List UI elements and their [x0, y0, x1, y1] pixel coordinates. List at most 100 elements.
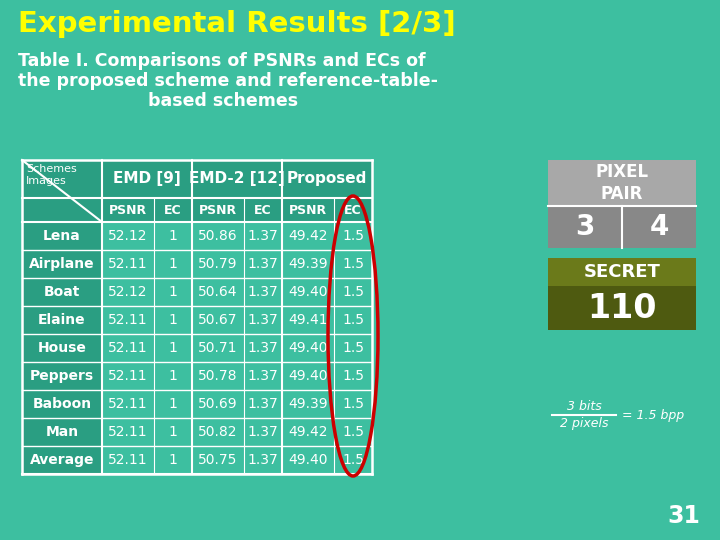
Text: 50.69: 50.69: [198, 397, 238, 411]
Text: EMD [9]: EMD [9]: [113, 172, 181, 186]
Bar: [22, 390, 102, 418]
Text: 49.40: 49.40: [288, 341, 328, 355]
Bar: [22, 160, 372, 474]
Text: based schemes: based schemes: [148, 92, 298, 110]
Text: 1.37: 1.37: [248, 341, 279, 355]
Text: 1: 1: [168, 313, 177, 327]
Text: 1.5: 1.5: [342, 313, 364, 327]
Text: 50.86: 50.86: [198, 229, 238, 243]
Text: 1.5: 1.5: [342, 453, 364, 467]
Bar: [622, 206, 696, 248]
Text: Elaine: Elaine: [38, 313, 86, 327]
Bar: [22, 278, 102, 306]
Text: 50.82: 50.82: [198, 425, 238, 439]
Bar: [22, 334, 102, 362]
Text: 49.39: 49.39: [288, 257, 328, 271]
Bar: [22, 306, 102, 334]
Text: Airplane: Airplane: [30, 257, 95, 271]
Text: 1: 1: [168, 341, 177, 355]
Text: PSNR: PSNR: [109, 204, 147, 217]
Text: 1.37: 1.37: [248, 369, 279, 383]
Text: 1.37: 1.37: [248, 425, 279, 439]
Text: 1.5: 1.5: [342, 229, 364, 243]
Text: Experimental Results [2/3]: Experimental Results [2/3]: [18, 10, 456, 38]
Text: 50.79: 50.79: [198, 257, 238, 271]
Text: 50.67: 50.67: [198, 313, 238, 327]
Text: 1: 1: [168, 369, 177, 383]
Text: PSNR: PSNR: [199, 204, 237, 217]
Text: 3: 3: [575, 213, 595, 241]
Text: PIXEL
PAIR: PIXEL PAIR: [595, 163, 649, 203]
Bar: [22, 198, 372, 222]
Text: 49.40: 49.40: [288, 285, 328, 299]
Text: 1: 1: [168, 229, 177, 243]
Text: EMD-2 [12]: EMD-2 [12]: [189, 172, 285, 186]
Text: 52.12: 52.12: [108, 285, 148, 299]
Text: 1.5: 1.5: [342, 285, 364, 299]
Text: 52.11: 52.11: [108, 397, 148, 411]
Text: 49.39: 49.39: [288, 397, 328, 411]
Text: 1.37: 1.37: [248, 397, 279, 411]
Text: 49.41: 49.41: [288, 313, 328, 327]
Text: 52.11: 52.11: [108, 425, 148, 439]
Text: Man: Man: [45, 425, 78, 439]
Text: 1.37: 1.37: [248, 257, 279, 271]
Text: 49.42: 49.42: [288, 229, 328, 243]
Text: 52.11: 52.11: [108, 313, 148, 327]
Text: EC: EC: [254, 204, 272, 217]
Text: Images: Images: [26, 176, 67, 186]
Text: Schemes: Schemes: [26, 164, 77, 174]
Text: 50.78: 50.78: [198, 369, 238, 383]
Bar: [548, 206, 622, 248]
Text: 4: 4: [649, 213, 669, 241]
Text: Average: Average: [30, 453, 94, 467]
Text: 1.5: 1.5: [342, 341, 364, 355]
Text: House: House: [37, 341, 86, 355]
Bar: [22, 160, 372, 198]
Text: 31: 31: [667, 504, 700, 528]
Text: 1: 1: [168, 453, 177, 467]
Text: 52.11: 52.11: [108, 341, 148, 355]
Text: 49.40: 49.40: [288, 453, 328, 467]
Text: Lena: Lena: [43, 229, 81, 243]
Text: EC: EC: [344, 204, 362, 217]
Text: 2 pixels: 2 pixels: [559, 417, 608, 430]
Text: Table I. Comparisons of PSNRs and ECs of: Table I. Comparisons of PSNRs and ECs of: [18, 52, 426, 70]
Text: 50.71: 50.71: [198, 341, 238, 355]
Text: 1: 1: [168, 285, 177, 299]
Text: 52.11: 52.11: [108, 257, 148, 271]
Bar: [548, 258, 696, 330]
Text: 1.5: 1.5: [342, 257, 364, 271]
Text: Proposed: Proposed: [287, 172, 367, 186]
Bar: [22, 446, 102, 474]
Bar: [548, 286, 696, 330]
Text: 1: 1: [168, 257, 177, 271]
Bar: [22, 418, 102, 446]
Text: 1: 1: [168, 397, 177, 411]
Text: Baboon: Baboon: [32, 397, 91, 411]
Text: PSNR: PSNR: [289, 204, 327, 217]
Text: 1.37: 1.37: [248, 313, 279, 327]
Text: 1.5: 1.5: [342, 425, 364, 439]
Text: EC: EC: [164, 204, 182, 217]
Bar: [22, 362, 102, 390]
Text: SECRET: SECRET: [584, 263, 660, 281]
Text: 49.40: 49.40: [288, 369, 328, 383]
Text: the proposed scheme and reference-table-: the proposed scheme and reference-table-: [18, 72, 438, 90]
Text: 1.37: 1.37: [248, 229, 279, 243]
Text: = 1.5 bpp: = 1.5 bpp: [622, 408, 684, 422]
Bar: [22, 250, 102, 278]
Text: Boat: Boat: [44, 285, 80, 299]
Bar: [22, 222, 102, 250]
Text: 1.5: 1.5: [342, 397, 364, 411]
Text: 52.12: 52.12: [108, 229, 148, 243]
Text: 1.5: 1.5: [342, 369, 364, 383]
Text: 52.11: 52.11: [108, 453, 148, 467]
Text: 52.11: 52.11: [108, 369, 148, 383]
Text: 50.64: 50.64: [198, 285, 238, 299]
Text: 3 bits: 3 bits: [567, 400, 601, 413]
Text: 1.37: 1.37: [248, 453, 279, 467]
Text: 1: 1: [168, 425, 177, 439]
Text: 50.75: 50.75: [198, 453, 238, 467]
Bar: [548, 160, 696, 248]
